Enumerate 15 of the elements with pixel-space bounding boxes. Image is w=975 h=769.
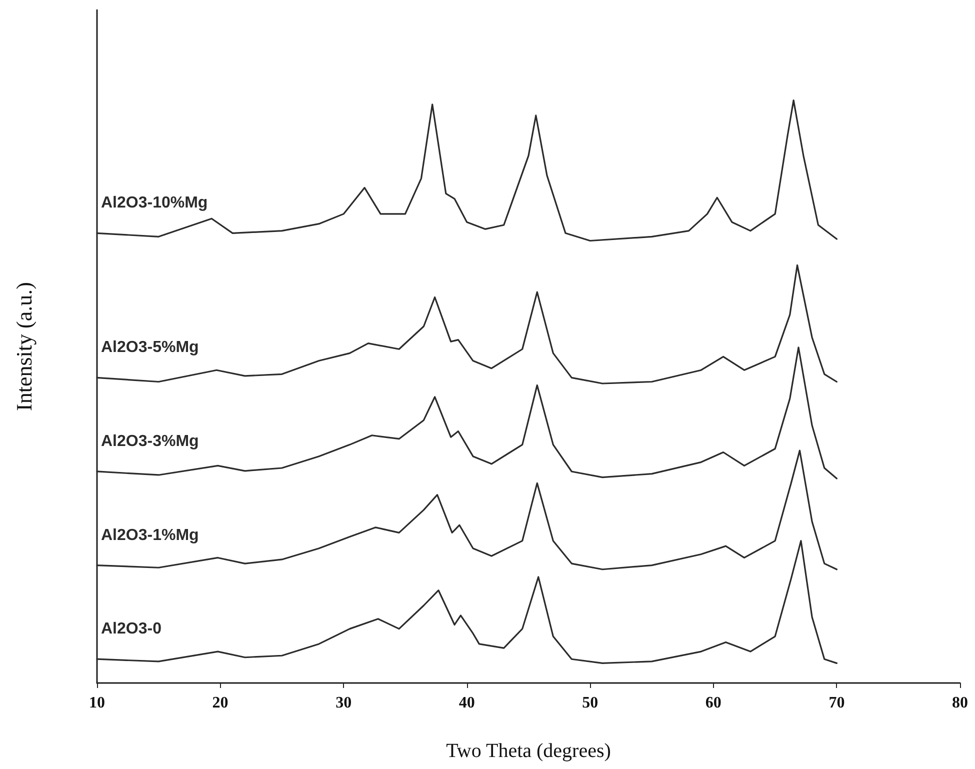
series-label: Al2O3-3%Mg — [101, 432, 199, 450]
x-axis-title: Two Theta (degrees) — [446, 740, 611, 762]
x-tick-label: 50 — [582, 694, 598, 712]
y-axis-title: Intensity (a.u.) — [12, 282, 36, 411]
x-tick-label: 40 — [458, 694, 475, 712]
series-label: Al2O3-0 — [101, 620, 162, 638]
series-label: Al2O3-1%Mg — [101, 526, 199, 544]
series-label: Al2O3-5%Mg — [101, 339, 199, 356]
x-tick-label: 20 — [212, 694, 228, 712]
x-tick-label: 10 — [89, 694, 105, 712]
series-label: Al2O3-10%Mg — [101, 194, 208, 212]
x-tick-label: 80 — [952, 694, 968, 712]
x-tick-label: 60 — [705, 694, 722, 712]
x-tick-label: 70 — [828, 694, 845, 712]
x-tick-label: 30 — [336, 694, 352, 712]
